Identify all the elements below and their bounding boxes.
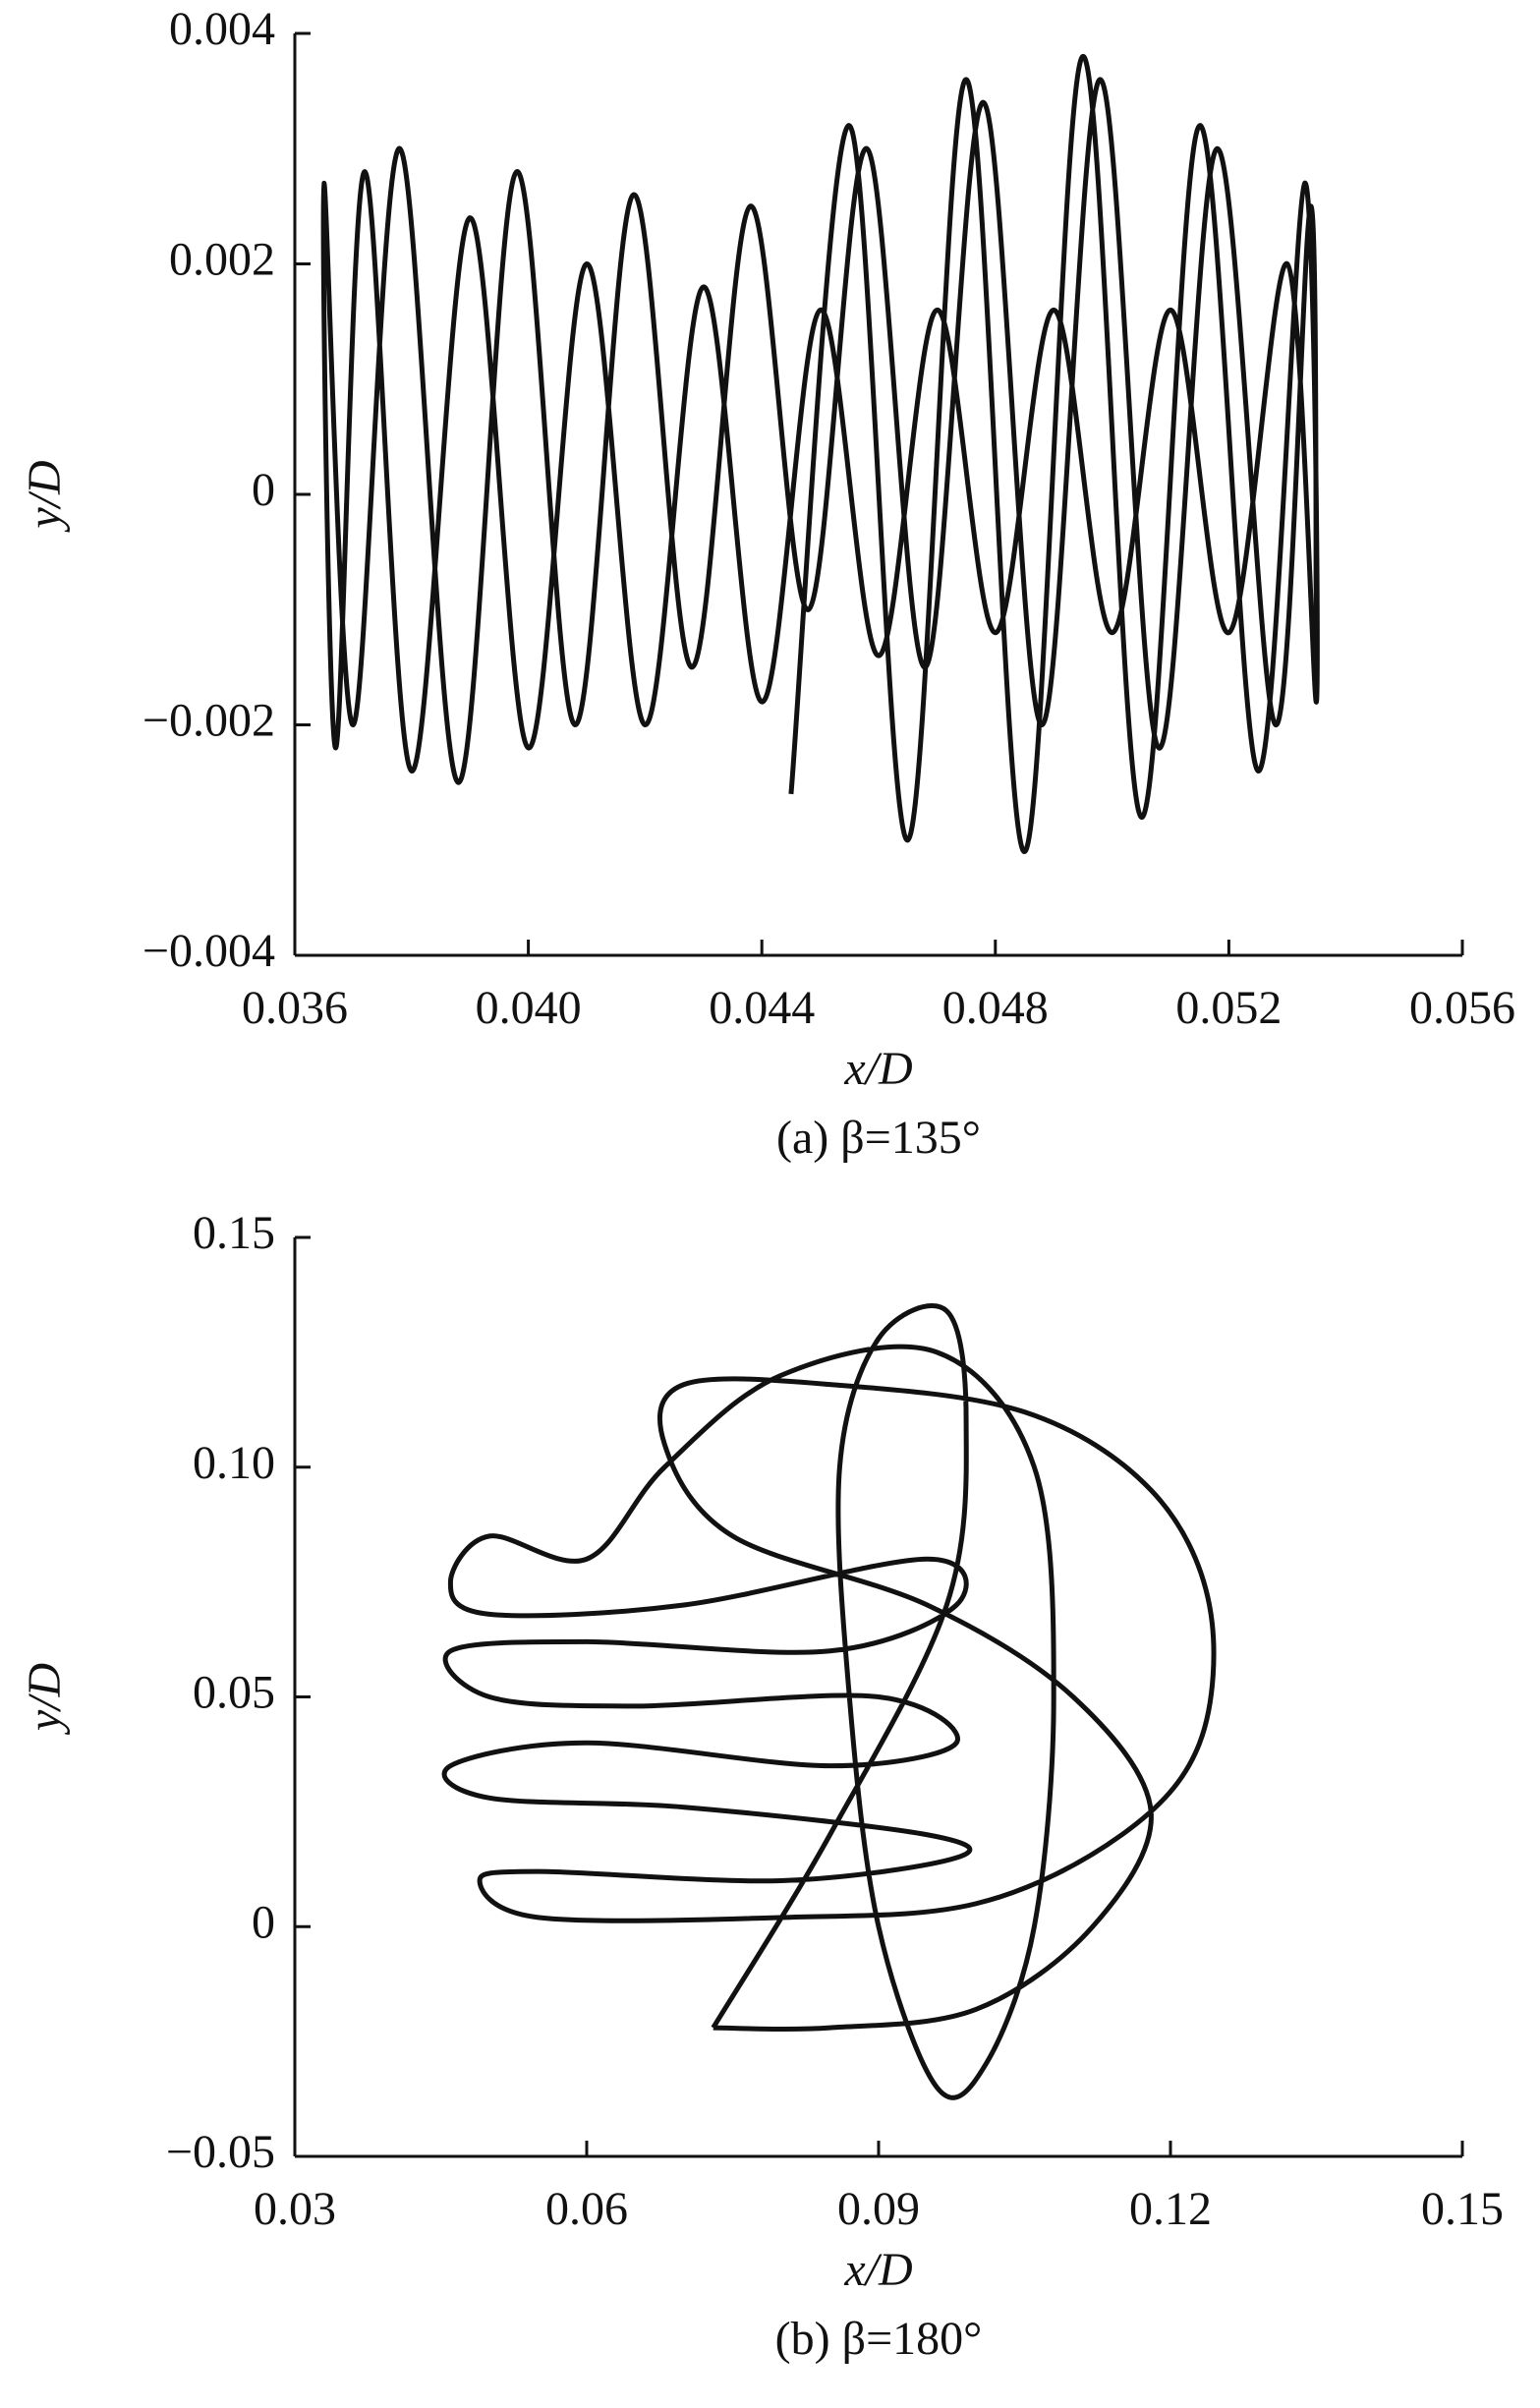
y-tick-label: 0.10 bbox=[193, 1437, 275, 1489]
x-tick-label: 0.12 bbox=[1129, 2183, 1212, 2235]
trajectory bbox=[320, 53, 1320, 854]
trajectory bbox=[441, 1303, 1217, 2100]
y-tick-label: 0 bbox=[252, 464, 275, 516]
y-tick-label: −0.05 bbox=[166, 2126, 275, 2178]
x-tick-label: 0.09 bbox=[837, 2183, 920, 2235]
x-tick-label: 0.036 bbox=[242, 982, 348, 1034]
y-tick-label: 0.004 bbox=[169, 3, 275, 55]
caption: (b) β=180° bbox=[775, 2313, 983, 2365]
y-tick-label: 0.05 bbox=[193, 1667, 275, 1719]
y-tick-label: −0.002 bbox=[143, 695, 275, 747]
x-tick-label: 0.048 bbox=[942, 982, 1049, 1034]
x-axis-label: x/D bbox=[843, 1043, 912, 1095]
caption: (a) β=135° bbox=[776, 1112, 981, 1164]
y-tick-label: −0.004 bbox=[143, 925, 275, 977]
y-axis-label: y/D bbox=[19, 460, 71, 533]
y-tick-label: 0.002 bbox=[169, 234, 275, 286]
x-tick-label: 0.06 bbox=[545, 2183, 628, 2235]
x-tick-label: 0.044 bbox=[709, 982, 815, 1034]
x-tick-label: 0.040 bbox=[476, 982, 582, 1034]
x-tick-label: 0.052 bbox=[1175, 982, 1282, 1034]
x-axis-label: x/D bbox=[843, 2244, 912, 2296]
y-axis-label: y/D bbox=[19, 1663, 71, 1736]
y-tick-label: 0 bbox=[252, 1896, 275, 1948]
y-tick-label: 0.15 bbox=[193, 1207, 275, 1259]
x-tick-label: 0.056 bbox=[1409, 982, 1515, 1034]
x-tick-label: 0.15 bbox=[1421, 2183, 1504, 2235]
x-tick-label: 0.03 bbox=[254, 2183, 336, 2235]
